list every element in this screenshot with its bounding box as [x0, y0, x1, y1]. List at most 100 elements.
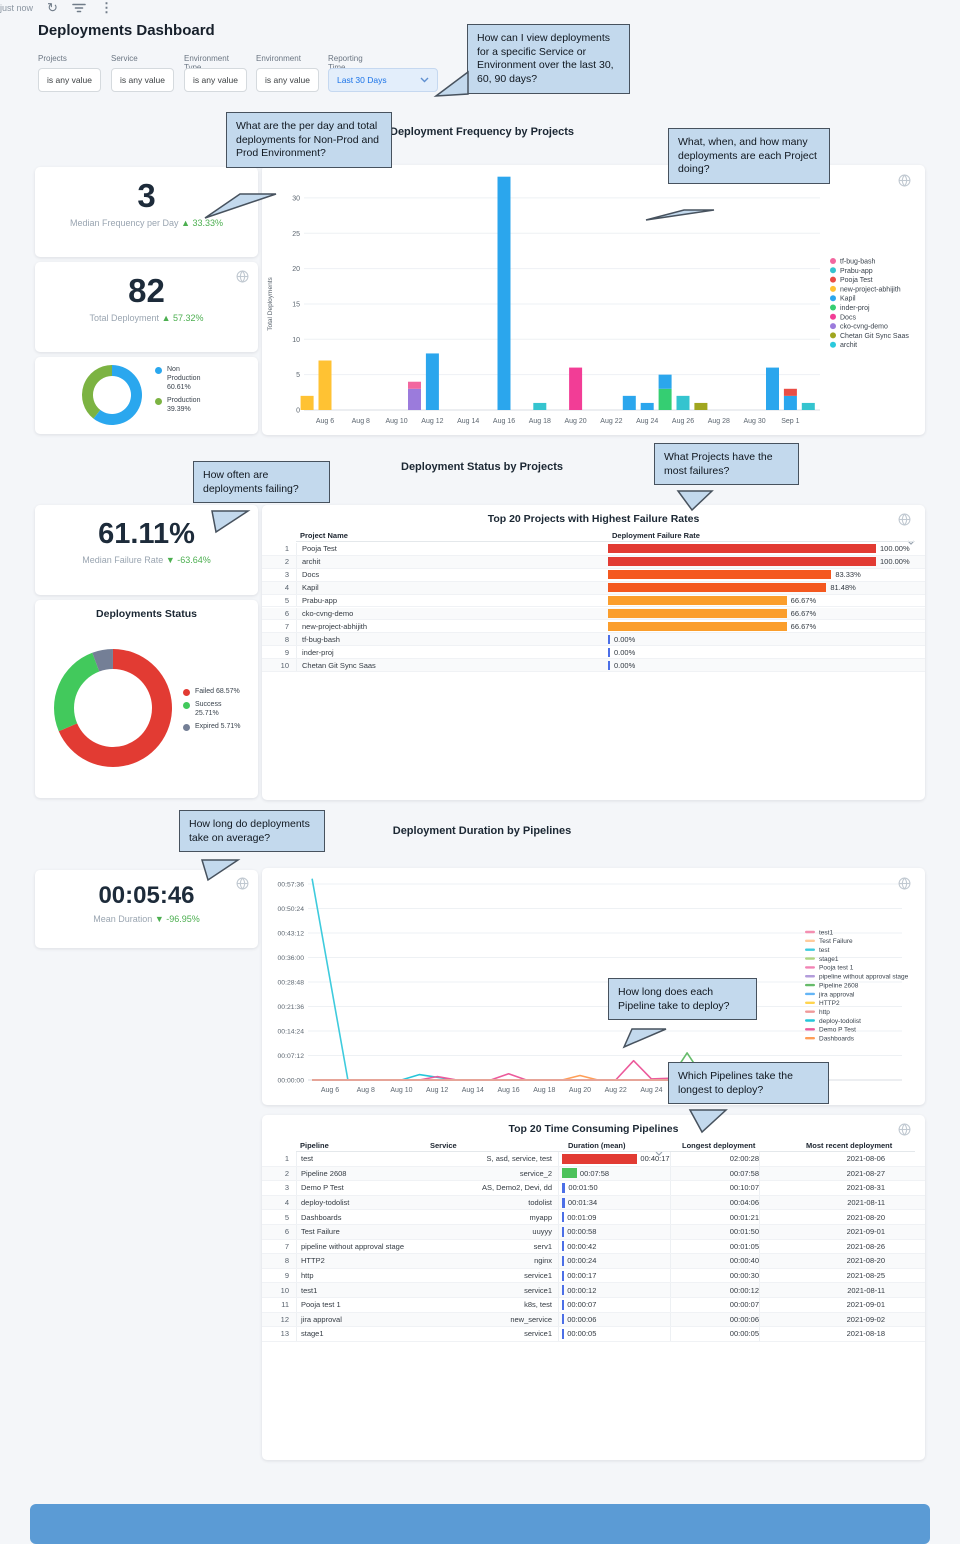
table-row[interactable]: 7 pipeline without approval stage serv1 00:… — [262, 1239, 925, 1255]
table-row[interactable]: 10 Chetan Git Sync Saas 0.00% — [262, 659, 925, 672]
table-row[interactable]: 4 deploy-todolist todolist 00:01:34 00:04:06… — [262, 1195, 925, 1211]
svg-text:Aug 12: Aug 12 — [421, 418, 443, 425]
table-row[interactable]: 3 Docs 83.33% — [262, 568, 925, 582]
longest-deployment-cell: 00:04:06 — [670, 1195, 759, 1210]
duration-value: 00:01:34 — [567, 1198, 598, 1208]
failure-rate-value: 83.33% — [835, 570, 861, 580]
duration-bar — [562, 1328, 565, 1339]
legend-item[interactable]: Success 25.71% — [183, 701, 249, 719]
filter-environment-type[interactable]: is any value — [184, 68, 247, 92]
table-row[interactable]: 9 inder-proj 0.00% — [262, 646, 925, 660]
table-row[interactable]: 6 Test Failure uuyyy 00:00:58 00:01:50 2021-0… — [262, 1225, 925, 1240]
project-name-cell: Chetan Git Sync Saas — [296, 659, 608, 671]
table-row[interactable]: 9 http service1 00:00:17 00:00:30 2021-08-25 — [262, 1268, 925, 1284]
table-row[interactable]: 4 Kapil 81.48% — [262, 581, 925, 595]
table-row[interactable]: 10 test1 service1 00:00:12 00:00:12 2021-08-1… — [262, 1283, 925, 1298]
table-row[interactable]: 5 Prabu-app 66.67% — [262, 594, 925, 608]
legend-item[interactable]: Production 39.39% — [155, 397, 215, 415]
project-name-cell: Kapil — [296, 581, 608, 594]
row-rank: 4 — [284, 583, 289, 593]
column-header-service[interactable]: Service — [430, 1141, 457, 1150]
recent-deployment-cell: 2021-08-27 — [759, 1166, 887, 1181]
filter-projects[interactable]: is any value — [38, 68, 101, 92]
failure-rate-value: 0.00% — [614, 634, 636, 644]
table-row[interactable]: 3 Demo P Test AS, Demo2, Devi, dd 00:01:50 0… — [262, 1181, 925, 1196]
longest-deployment-cell: 00:00:07 — [670, 1298, 759, 1312]
duration-value: 00:40:17 — [640, 1154, 670, 1164]
page-title: Deployments Dashboard — [38, 22, 215, 39]
table-row[interactable]: 2 Pipeline 2608 service_2 00:07:58 00:07:58 2… — [262, 1166, 925, 1182]
recent-deployment-cell: 2021-08-06 — [759, 1152, 887, 1166]
row-rank: 6 — [284, 1227, 289, 1237]
pipeline-name-cell: Dashboards — [296, 1210, 426, 1224]
globe-icon[interactable] — [898, 513, 911, 531]
row-rank: 12 — [280, 1314, 289, 1324]
row-rank: 3 — [284, 1183, 289, 1193]
deployment-frequency-chart[interactable]: 0 5 10 15 20 25 30 Total Deployments Aug 6 Aug 8 A… — [262, 165, 925, 435]
column-header-longest[interactable]: Longest deployment — [682, 1141, 756, 1150]
filter-label-3: Environment — [256, 54, 301, 63]
filter-service[interactable]: is any value — [111, 68, 174, 92]
column-header-recent[interactable]: Most recent deployment — [806, 1141, 893, 1150]
table-row[interactable]: 8 HTTP2 nginx 00:00:24 00:00:40 2021-08-20 — [262, 1254, 925, 1269]
column-header-failure-rate[interactable]: Deployment Failure Rate — [612, 531, 700, 540]
kebab-menu-icon[interactable]: ⋮ — [99, 0, 113, 15]
table-row[interactable]: 12 jira approval new_service 00:00:06 00:00:… — [262, 1312, 925, 1328]
svg-text:Aug 26: Aug 26 — [672, 418, 694, 425]
table-row[interactable]: 7 new-project-abhijith 66.67% — [262, 620, 925, 634]
legend-dot — [155, 397, 162, 405]
legend-item[interactable]: Non Production 60.61% — [155, 366, 215, 393]
column-header-duration[interactable]: Duration (mean) — [568, 1141, 626, 1150]
table-row[interactable]: 1 test S, asd, service, test 00:40:17 02:00:… — [262, 1152, 925, 1167]
failure-rate-value: 0.00% — [614, 660, 636, 670]
svg-text:new-project-abhijith: new-project-abhijith — [840, 286, 901, 293]
failure-rate-bar — [608, 570, 832, 580]
globe-icon[interactable] — [236, 877, 249, 895]
recent-deployment-cell: 2021-09-01 — [759, 1225, 887, 1239]
row-rank: 2 — [284, 557, 289, 567]
row-rank: 9 — [284, 1271, 289, 1281]
column-header-pipeline[interactable]: Pipeline — [300, 1141, 329, 1150]
table-row[interactable]: 5 Dashboards myapp 00:01:09 00:01:21 2021-08-… — [262, 1210, 925, 1225]
bottom-blue-bar — [30, 1504, 930, 1544]
filter-icon[interactable] — [72, 2, 86, 14]
globe-icon[interactable] — [236, 270, 249, 288]
refresh-icon[interactable]: ↻ — [47, 0, 58, 15]
pipeline-name-cell: Pipeline 2608 — [296, 1166, 426, 1181]
duration-bar — [562, 1212, 565, 1223]
table-row[interactable]: 8 tf-bug-bash 0.00% — [262, 633, 925, 647]
filter-label-0: Projects — [38, 54, 67, 63]
sort-chevron-icon[interactable] — [655, 1143, 663, 1161]
callout-avg-duration: How long do deployments take on average? — [179, 810, 325, 853]
table-row[interactable]: 11 Pooja test 1 k8s, test 00:00:07 00:00:07 2… — [262, 1298, 925, 1313]
svg-text:Aug 18: Aug 18 — [533, 1087, 555, 1094]
pipeline-name-cell: http — [296, 1268, 426, 1283]
svg-text:Aug 22: Aug 22 — [605, 1087, 627, 1094]
svg-text:00:07:12: 00:07:12 — [278, 1053, 305, 1060]
median-frequency-tile: 3 Median Frequency per Day ▲ 33.33% — [35, 167, 258, 257]
filter-label-1: Service — [111, 54, 138, 63]
legend-item[interactable]: Expired 5.71% — [183, 723, 249, 732]
svg-text:Aug 14: Aug 14 — [462, 1087, 484, 1094]
duration-bar — [562, 1255, 565, 1266]
table-row[interactable]: 1 Pooja Test 100.00% — [262, 543, 925, 556]
duration-value: 00:01:09 — [567, 1212, 597, 1222]
longest-deployment-cell: 00:00:05 — [670, 1327, 759, 1341]
failure-rates-panel: Top 20 Projects with Highest Failure Rat… — [262, 505, 925, 800]
table-row[interactable]: 2 archit 100.00% — [262, 555, 925, 569]
table-row[interactable]: 6 cko-cvng-demo 66.67% — [262, 607, 925, 621]
globe-icon[interactable] — [898, 1123, 911, 1141]
table-row[interactable]: 13 stage1 service1 00:00:05 00:00:05 2021-08-… — [262, 1327, 925, 1342]
globe-icon[interactable] — [898, 174, 911, 192]
svg-text:tf-bug-bash: tf-bug-bash — [840, 259, 876, 266]
column-header-project-name[interactable]: Project Name — [300, 531, 348, 540]
filter-environment[interactable]: is any value — [256, 68, 319, 92]
callout-project-activity: What, when, and how many deployments are… — [668, 128, 830, 184]
sort-chevron-icon[interactable] — [907, 532, 915, 550]
legend-item[interactable]: Failed 68.57% — [183, 688, 249, 697]
service-cell: myapp — [529, 1212, 552, 1222]
filter-reporting-time[interactable]: Last 30 Days — [328, 68, 438, 92]
svg-text:0: 0 — [296, 408, 300, 415]
duration-bar — [562, 1226, 565, 1237]
globe-icon[interactable] — [898, 877, 911, 895]
